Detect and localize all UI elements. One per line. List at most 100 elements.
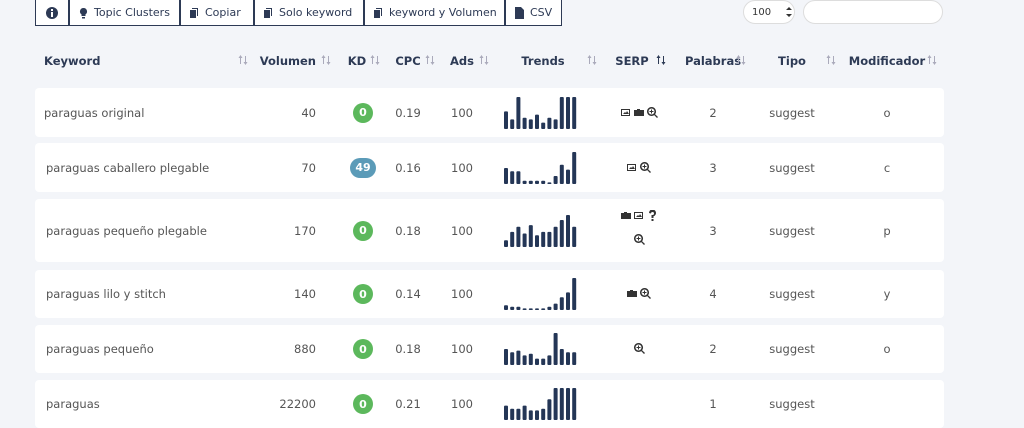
column-header[interactable]: SERP (615, 54, 649, 68)
toolbar-button[interactable]: Topic Clusters (69, 0, 180, 26)
icon (264, 7, 272, 18)
trend-bar (572, 96, 577, 129)
trend-bar (535, 410, 539, 420)
keyword: paraguas original (44, 105, 145, 120)
modificador: o (883, 105, 891, 120)
icon-shape (264, 7, 272, 18)
row-card[interactable] (35, 325, 944, 373)
ads: 100 (451, 223, 473, 238)
button-label: Solo keyword (279, 6, 353, 19)
column-header[interactable]: KD (347, 54, 367, 68)
column-header[interactable]: Trends (521, 54, 565, 68)
sort-icon[interactable] (587, 55, 597, 65)
trend-bar (535, 308, 539, 310)
trend-bar (559, 297, 564, 310)
trend-bar (553, 118, 558, 129)
sort-icon[interactable] (826, 55, 836, 65)
trend-bar (516, 170, 521, 184)
icon (374, 7, 382, 18)
sort-icon[interactable] (321, 55, 331, 65)
column-header[interactable]: Volumen (259, 54, 316, 68)
trend-bar (541, 231, 546, 247)
trend-bar (510, 306, 515, 310)
tipo: suggest (769, 397, 815, 411)
trend-bar (504, 110, 508, 129)
button-label: keyword y Volumen (389, 6, 497, 19)
ads: 100 (451, 342, 473, 356)
row-card[interactable] (35, 270, 944, 318)
trend-bar (566, 388, 570, 420)
column-header[interactable]: Tipo (778, 54, 806, 68)
volumen: 40 (301, 105, 316, 120)
column-header[interactable]: Keyword (44, 54, 101, 68)
modificador: o (883, 342, 891, 356)
ads: 100 (451, 105, 473, 120)
kd-badge: 0 (353, 339, 373, 359)
row-card[interactable] (35, 199, 944, 262)
sort-icon[interactable] (425, 55, 435, 65)
trend-bar (553, 175, 558, 184)
sort-icon[interactable] (479, 55, 489, 65)
cpc: 0.18 (395, 342, 421, 356)
trend-bar (522, 233, 527, 247)
toolbar-button[interactable]: keyword y Volumen (364, 0, 505, 26)
page-size-select[interactable]: 100 (743, 0, 795, 24)
trend-bar (572, 352, 577, 365)
trend-chart (504, 388, 577, 420)
info-button[interactable] (35, 0, 69, 26)
trend-bar (541, 180, 546, 184)
sort-icon[interactable] (656, 55, 666, 65)
column-header[interactable]: Ads (450, 54, 474, 68)
sort-icon[interactable] (238, 55, 248, 65)
trend-bar (572, 388, 577, 420)
trend-bar (541, 408, 546, 420)
volumen: 170 (294, 223, 316, 238)
keyword: paraguas lilo y stitch (46, 287, 166, 301)
sort-icon[interactable] (370, 55, 380, 65)
trend-bar (553, 333, 558, 365)
row-card[interactable] (35, 380, 944, 428)
sort-arrows (927, 55, 937, 65)
icon-shape (51, 8, 53, 11)
palabras: 2 (709, 105, 717, 120)
serp-vid (633, 108, 644, 116)
tipo: suggest (769, 223, 815, 238)
search-input[interactable] (803, 0, 943, 24)
column-header[interactable]: Palabras (684, 54, 742, 68)
row-card[interactable] (35, 88, 944, 137)
volumen: 22200 (279, 397, 316, 411)
trend-bar (547, 399, 552, 420)
keyword: paraguas pequeño plegable (46, 223, 207, 238)
keyword: paraguas pequeño (46, 342, 154, 356)
serp-icons (627, 161, 651, 173)
serp-zoom (646, 106, 658, 118)
sort-icon[interactable] (927, 55, 937, 65)
sort-icon[interactable] (736, 55, 746, 65)
trend-chart (504, 278, 577, 310)
palabras: 3 (709, 160, 717, 175)
tipo: suggest (769, 105, 815, 120)
toolbar-button[interactable]: CSV (505, 0, 562, 26)
trend-bar (559, 388, 564, 420)
trend-bar (553, 226, 558, 247)
column-header[interactable]: Modificador (848, 54, 926, 68)
icon-shape (190, 7, 198, 18)
trend-bar (504, 167, 508, 184)
kd-badge: 0 (353, 220, 373, 241)
trend-bar (535, 180, 539, 184)
kd-badge: 0 (353, 394, 373, 414)
toolbar-button[interactable]: Copiar (180, 0, 254, 26)
toolbar-button[interactable]: Solo keyword (254, 0, 364, 26)
modificador: p (883, 223, 891, 238)
trend-bar (504, 405, 508, 420)
trend-chart (504, 151, 577, 184)
icon (515, 6, 524, 19)
ads: 100 (451, 160, 473, 175)
serp-icons (620, 209, 656, 221)
palabras: 1 (709, 397, 717, 411)
column-header[interactable]: CPC (395, 54, 421, 68)
trend-bar (528, 353, 533, 365)
kd-badge: 0 (353, 284, 373, 304)
row-card[interactable] (35, 143, 944, 192)
trend-bar (547, 181, 552, 184)
